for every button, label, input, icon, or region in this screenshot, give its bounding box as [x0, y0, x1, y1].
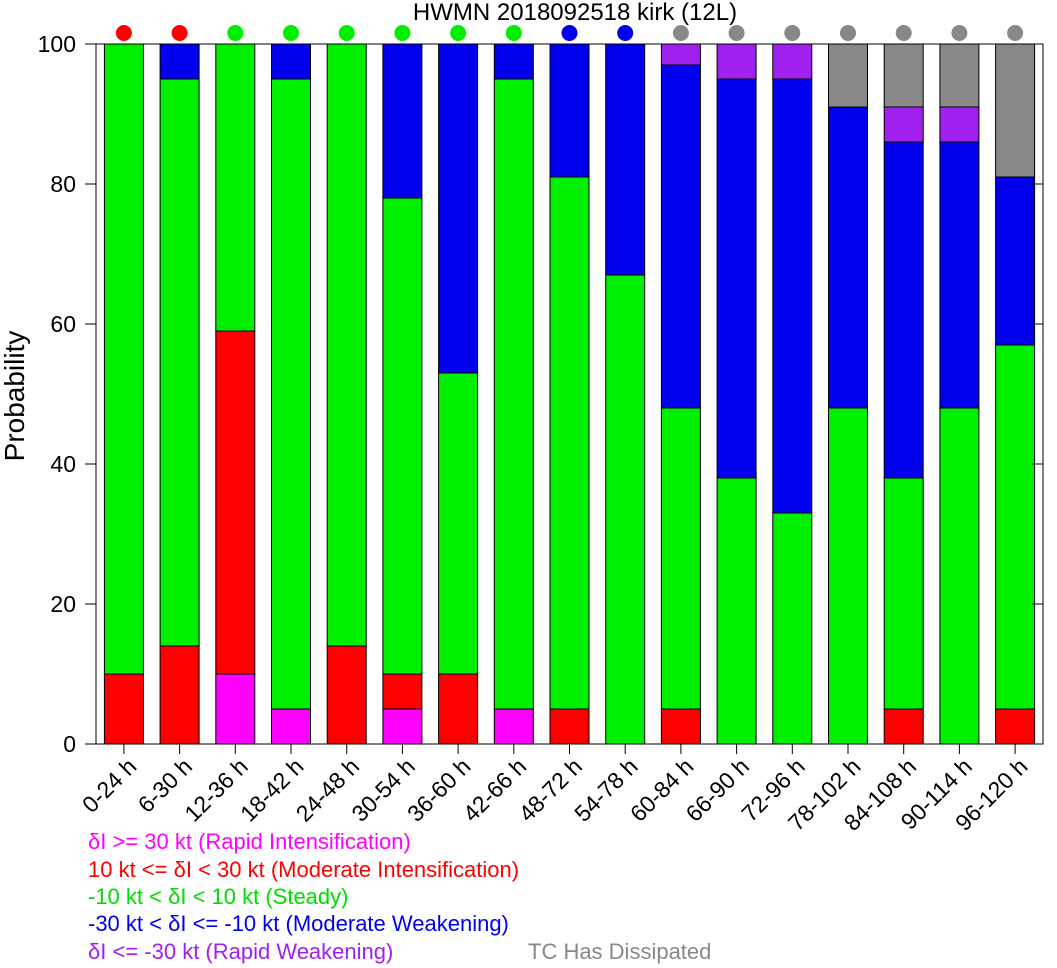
bar-segment-st-2	[215, 43, 256, 332]
status-dot-6	[450, 25, 467, 41]
x-tick-label-0: 0-24 h	[77, 753, 142, 818]
bar-segment-mw-9	[605, 43, 646, 276]
bar-segment-ri-2	[215, 673, 256, 745]
bar-segment-st-9	[605, 274, 646, 745]
bar-segment-ri-5	[382, 708, 423, 745]
status-dot-5	[394, 25, 411, 41]
bar-segment-st-1	[159, 78, 200, 647]
bar-segment-rw-10	[660, 43, 701, 66]
status-dot-13	[840, 25, 856, 41]
status-dot-1	[171, 25, 188, 41]
bar-segment-mi-2	[215, 330, 256, 675]
bar-segment-st-14	[883, 477, 924, 710]
legend-dissipated: TC Has Dissipated	[528, 939, 712, 964]
bar-segment-ri-3	[271, 708, 311, 745]
y-tick-label-0: 0	[63, 731, 76, 757]
bar-segment-dis-15	[939, 43, 980, 108]
bar-segment-rw-11	[716, 43, 757, 80]
bar-segment-mi-6	[438, 673, 479, 745]
bar-segment-rw-12	[772, 43, 813, 80]
bar-segment-mi-5	[382, 673, 423, 710]
y-tick-label-3: 60	[50, 311, 76, 337]
legend-rapid-weakening: δI <= -30 kt (Rapid Weakening)	[88, 939, 394, 964]
legend-rapid-intensification: δI >= 30 kt (Rapid Intensification)	[88, 829, 411, 854]
bar-segment-mi-10	[660, 708, 701, 745]
status-dot-14	[895, 25, 912, 41]
bar-segment-mw-11	[716, 78, 757, 479]
status-dot-8	[561, 25, 578, 41]
status-dot-10	[672, 25, 689, 41]
bar-segment-dis-16	[995, 43, 1036, 178]
bar-segment-st-7	[493, 78, 534, 710]
status-dot-16	[1007, 25, 1024, 41]
bar-segment-mw-7	[493, 43, 534, 80]
status-dot-0	[115, 25, 132, 41]
bar-segment-mw-12	[772, 78, 813, 514]
bar-segment-rw-15	[939, 106, 980, 143]
bar-segment-st-13	[828, 407, 868, 745]
bar-segment-st-15	[939, 407, 980, 745]
y-axis-label: Probability	[0, 331, 30, 462]
bar-segment-mw-10	[660, 64, 701, 409]
bar-segment-st-4	[326, 43, 367, 647]
bars-layer	[103, 43, 1036, 745]
bar-segment-mw-15	[939, 141, 980, 409]
bar-segment-mw-5	[382, 43, 423, 199]
y-tick-label-5: 100	[38, 31, 76, 57]
bar-segment-ri-7	[493, 708, 534, 745]
bar-segment-st-16	[995, 344, 1036, 710]
plot-frame	[95, 43, 1044, 745]
bar-segment-mw-8	[549, 43, 590, 178]
y-tick-label-4: 80	[50, 171, 76, 197]
bar-segment-mw-3	[271, 43, 311, 80]
bar-segment-st-8	[549, 176, 590, 710]
legend-steady: -10 kt < δI < 10 kt (Steady)	[88, 884, 349, 909]
legend-moderate-weakening: -30 kt < δI <= -10 kt (Moderate Weakenin…	[88, 911, 509, 936]
bar-segment-mw-13	[828, 106, 868, 409]
bar-segment-mi-4	[326, 645, 367, 745]
bar-segment-mi-8	[549, 708, 590, 745]
status-dot-11	[728, 25, 745, 41]
bar-segment-mw-14	[883, 141, 924, 479]
bar-segment-st-11	[716, 477, 757, 745]
status-dots	[115, 25, 1024, 41]
legend-moderate-intensification: 10 kt <= δI < 30 kt (Moderate Intensific…	[88, 857, 520, 882]
y-tick-label-2: 40	[50, 451, 76, 477]
bar-segment-mi-0	[103, 673, 144, 745]
bar-segment-rw-14	[883, 106, 924, 143]
bar-segment-st-3	[271, 78, 311, 710]
bar-segment-st-10	[660, 407, 701, 710]
bar-segment-st-0	[103, 43, 144, 675]
status-dot-7	[505, 25, 522, 41]
bar-segment-st-6	[438, 372, 479, 675]
bar-segment-dis-13	[828, 43, 868, 108]
status-dot-3	[283, 25, 299, 41]
y-tick-label-1: 20	[50, 591, 76, 617]
bar-segment-st-5	[382, 197, 423, 675]
bar-segment-mw-1	[159, 43, 200, 80]
bar-segment-mi-16	[995, 708, 1036, 745]
bar-segment-dis-14	[883, 43, 924, 108]
status-dot-15	[951, 25, 968, 41]
status-dot-12	[784, 25, 801, 41]
status-dot-9	[617, 25, 634, 41]
bar-segment-mw-16	[995, 176, 1036, 346]
status-dot-2	[227, 25, 244, 41]
status-dot-4	[338, 25, 355, 41]
bar-segment-mi-1	[159, 645, 200, 745]
bar-segment-mw-6	[438, 43, 479, 374]
bar-segment-mi-14	[883, 708, 924, 745]
chart-title: HWMN 2018092518 kirk (12L)	[413, 0, 737, 26]
bar-segment-st-12	[772, 512, 813, 745]
